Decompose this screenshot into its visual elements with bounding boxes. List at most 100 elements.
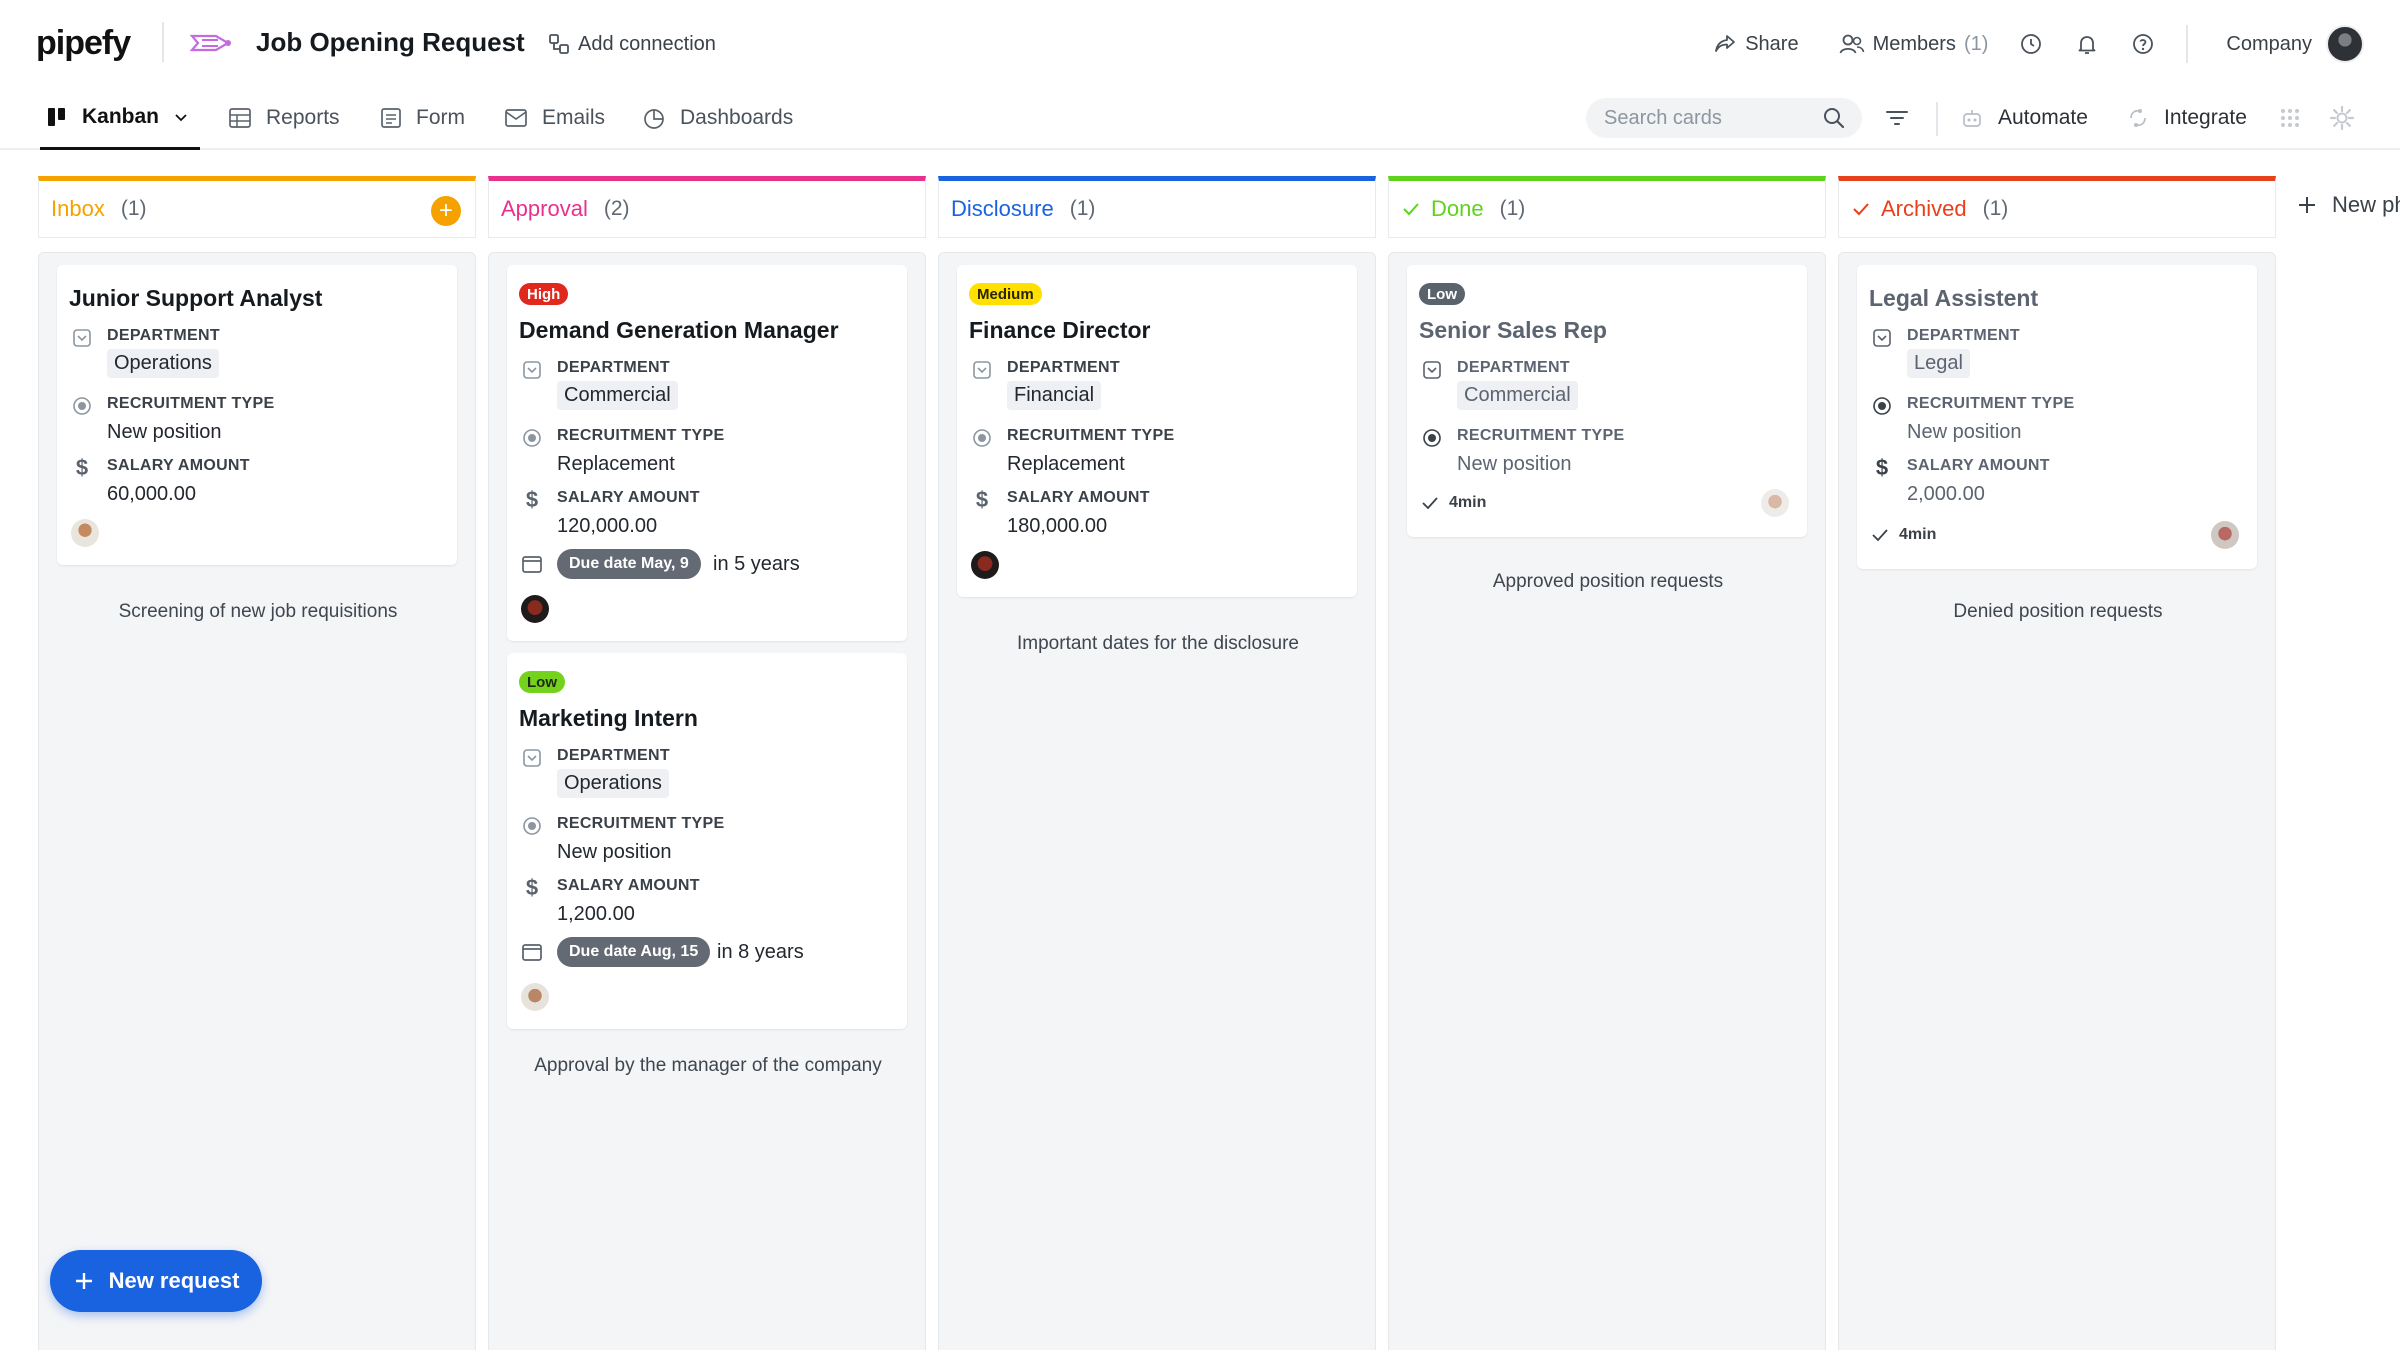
new-phase-label: New ph xyxy=(2332,192,2400,217)
card-senior-sales-rep[interactable]: Low Senior Sales Rep DEPARTMENT Commerci… xyxy=(1407,265,1807,537)
phase-archived-body: Legal Assistent DEPARTMENT Legal RECRUIT… xyxy=(1838,252,2276,1350)
field-label: RECRUITMENT TYPE xyxy=(557,815,725,832)
recruitment-type-value: New position xyxy=(557,841,672,863)
checkbox-icon xyxy=(521,747,543,769)
card-demand-generation-manager[interactable]: High Demand Generation Manager DEPARTMEN… xyxy=(507,265,907,641)
new-phase-button[interactable]: New ph xyxy=(2296,192,2400,218)
phase-disclosure-header[interactable]: Disclosure (1) xyxy=(938,176,1376,238)
assignee-avatar[interactable] xyxy=(2211,521,2239,549)
field-salary: $ SALARY AMOUNT 1,200.00 xyxy=(521,875,891,935)
field-recruitment-type: RECRUITMENT TYPE New position xyxy=(71,393,441,453)
assignee-avatar[interactable] xyxy=(521,595,549,623)
check-icon xyxy=(1422,497,1438,510)
field-label: RECRUITMENT TYPE xyxy=(557,427,725,444)
department-chip: Operations xyxy=(557,769,669,798)
priority-badge: High xyxy=(519,283,569,305)
due-date-row: Due date Aug, 15 in 8 years xyxy=(521,937,891,969)
department-chip: Financial xyxy=(1007,381,1102,410)
card-junior-support-analyst[interactable]: Junior Support Analyst DEPARTMENT Operat… xyxy=(57,265,457,565)
user-avatar[interactable] xyxy=(2326,25,2364,63)
add-card-button[interactable]: + xyxy=(431,196,461,226)
add-connection-button[interactable]: Add connection xyxy=(548,30,716,58)
field-department: DEPARTMENT Commercial xyxy=(521,357,891,417)
settings-gear-icon[interactable] xyxy=(2328,104,2356,132)
integrate-button[interactable]: Integrate xyxy=(2126,86,2247,150)
field-label: SALARY AMOUNT xyxy=(557,877,700,894)
radio-icon xyxy=(521,427,543,449)
new-request-label: New request xyxy=(108,1268,240,1293)
tab-reports[interactable]: Reports xyxy=(228,86,340,150)
recruitment-type-value: New position xyxy=(1457,453,1572,475)
field-label: SALARY AMOUNT xyxy=(557,489,700,506)
field-department: DEPARTMENT Operations xyxy=(521,745,891,805)
apps-grid-icon[interactable] xyxy=(2278,106,2302,130)
card-title: Senior Sales Rep xyxy=(1419,317,1607,343)
assignee-avatar[interactable] xyxy=(971,551,999,579)
automate-button[interactable]: Automate xyxy=(1960,86,2088,150)
assignee-avatar[interactable] xyxy=(71,519,99,547)
phase-done-body: Low Senior Sales Rep DEPARTMENT Commerci… xyxy=(1388,252,1826,1350)
search-input[interactable] xyxy=(1604,106,1804,130)
top-header: pipefy Job Opening Request Add connectio… xyxy=(0,0,2400,86)
card-title: Marketing Intern xyxy=(519,705,698,731)
integrate-label: Integrate xyxy=(2164,106,2247,129)
checkbox-icon xyxy=(521,359,543,381)
members-icon xyxy=(1839,34,1864,54)
phase-name: Done xyxy=(1431,196,1484,221)
tab-dashboards[interactable]: Dashboards xyxy=(642,86,793,150)
check-icon xyxy=(1872,529,1888,542)
phase-archived-header[interactable]: Archived (1) xyxy=(1838,176,2276,238)
assignee-avatar[interactable] xyxy=(521,983,549,1011)
phase-count: (1) xyxy=(1069,197,1096,220)
tab-kanban-label: Kanban xyxy=(82,104,160,128)
field-label: RECRUITMENT TYPE xyxy=(1007,427,1175,444)
phase-done-header[interactable]: Done (1) xyxy=(1388,176,1826,238)
tab-dashboards-label: Dashboards xyxy=(680,106,794,129)
tab-kanban[interactable]: Kanban xyxy=(40,86,200,150)
help-button[interactable] xyxy=(2130,31,2156,57)
new-request-button[interactable]: New request xyxy=(50,1250,262,1312)
search-cards[interactable] xyxy=(1586,98,1862,138)
card-legal-assistent[interactable]: Legal Assistent DEPARTMENT Legal RECRUIT… xyxy=(1857,265,2257,569)
phase-inbox-header[interactable]: Inbox (1) + xyxy=(38,176,476,238)
priority-badge: Low xyxy=(519,671,565,693)
recruitment-type-value: Replacement xyxy=(1007,453,1125,475)
phase-approval-header[interactable]: Approval (2) xyxy=(488,176,926,238)
card-finance-director[interactable]: Medium Finance Director DEPARTMENT Finan… xyxy=(957,265,1357,597)
help-icon xyxy=(2133,34,2154,54)
phase-approval-body: High Demand Generation Manager DEPARTMEN… xyxy=(488,252,926,1350)
chevron-down-icon[interactable] xyxy=(173,109,189,125)
salary-value: 120,000.00 xyxy=(557,515,658,537)
connection-icon xyxy=(549,34,569,54)
card-title: Junior Support Analyst xyxy=(69,285,323,311)
phase-description: Denied position requests xyxy=(1953,601,2163,622)
members-button[interactable]: Members (1) xyxy=(1839,32,1988,56)
table-icon xyxy=(229,108,251,128)
tab-form[interactable]: Form xyxy=(380,86,465,150)
chart-icon xyxy=(644,109,664,129)
notifications-button[interactable] xyxy=(2074,31,2100,57)
nav-separator xyxy=(1936,102,1938,136)
assignee-avatar[interactable] xyxy=(1761,489,1789,517)
field-label: RECRUITMENT TYPE xyxy=(1907,395,2075,412)
dollar-icon: $ xyxy=(525,875,539,900)
pipefy-logo[interactable]: pipefy xyxy=(36,24,131,62)
dollar-icon: $ xyxy=(525,487,539,512)
filter-icon[interactable] xyxy=(1884,106,1910,130)
share-button[interactable]: Share xyxy=(1713,32,1799,56)
tab-emails[interactable]: Emails xyxy=(504,86,605,150)
salary-value: 1,200.00 xyxy=(557,903,635,925)
header-actions: Share Members (1) xyxy=(1673,22,2364,66)
company-switcher[interactable]: Company xyxy=(2226,32,2312,55)
field-label: DEPARTMENT xyxy=(557,747,670,764)
radio-icon xyxy=(1421,427,1443,449)
checkbox-icon xyxy=(71,327,93,349)
activity-button[interactable] xyxy=(2018,31,2044,57)
search-icon[interactable] xyxy=(1822,106,1846,130)
recruitment-type-value: New position xyxy=(107,421,222,443)
plus-icon xyxy=(75,1273,92,1289)
header-divider xyxy=(162,22,164,62)
card-marketing-intern[interactable]: Low Marketing Intern DEPARTMENT Operatio… xyxy=(507,653,907,1029)
phase-inbox-body: Junior Support Analyst DEPARTMENT Operat… xyxy=(38,252,476,1350)
plus-icon: + xyxy=(438,197,453,224)
